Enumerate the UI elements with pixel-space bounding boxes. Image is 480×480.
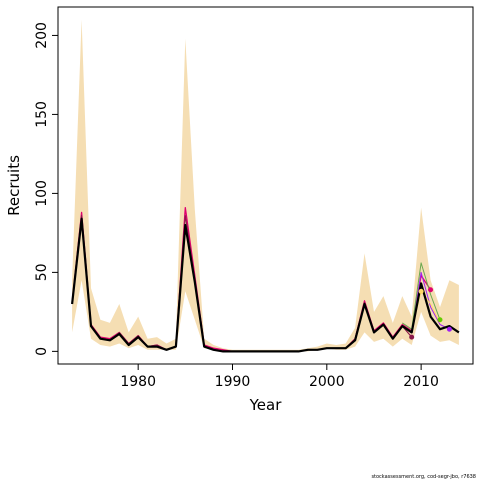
y-tick-label-200: 200	[34, 22, 50, 49]
y-axis: 0 50 100 150 200	[34, 22, 58, 356]
series-line-3	[411, 271, 450, 333]
x-axis: 1980 1990 2000 2010	[120, 364, 439, 390]
y-tick-label-50: 50	[34, 263, 50, 281]
terminal-point-1	[418, 288, 424, 294]
terminal-points	[409, 287, 452, 340]
x-tick-label-2010: 2010	[403, 374, 439, 390]
confidence-band-area	[72, 19, 459, 352]
terminal-point-2	[428, 287, 434, 293]
confidence-band	[72, 19, 459, 352]
y-tick-label-150: 150	[34, 101, 50, 128]
source-caption: stockassessment.org, cod-segr-jbo, r7638	[371, 474, 476, 480]
y-tick-label-0: 0	[34, 347, 50, 356]
y-tick-label-100: 100	[34, 180, 50, 207]
terminal-point-0	[409, 334, 415, 340]
x-tick-label-2000: 2000	[309, 374, 345, 390]
series-line-0	[71, 217, 460, 353]
terminal-point-4	[446, 326, 452, 332]
terminal-point-3	[437, 317, 443, 323]
x-axis-label: Year	[249, 396, 283, 414]
plot-frame	[57, 6, 474, 365]
x-tick-label-1990: 1990	[215, 374, 251, 390]
y-axis-label: Recruits	[5, 155, 23, 216]
series-line-4	[402, 262, 441, 330]
series-lines	[71, 206, 460, 353]
x-tick-label-1980: 1980	[120, 374, 156, 390]
